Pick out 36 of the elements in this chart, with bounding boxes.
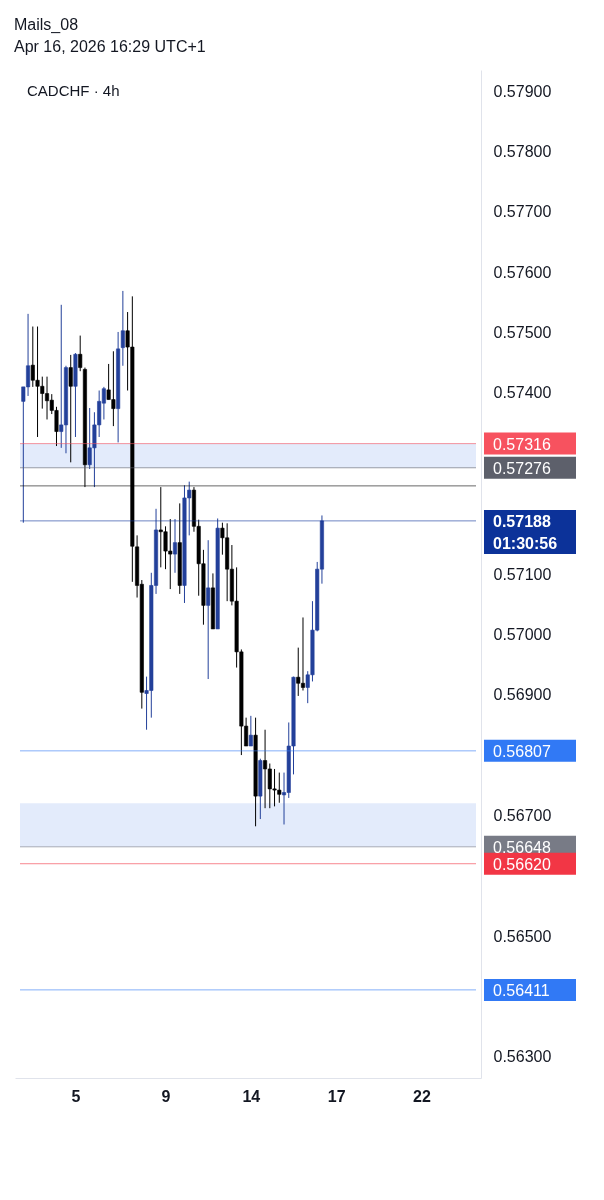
ref-line-label: 0.56411 — [493, 981, 550, 999]
candlestick — [263, 729, 268, 809]
ref-line-label: 0.57276 — [493, 459, 551, 477]
x-tick-label: 9 — [161, 1087, 171, 1105]
y-tick-label: 0.57100 — [493, 565, 552, 583]
y-tick-label: 0.57700 — [493, 203, 552, 221]
ref-line-label: 0.56620 — [493, 855, 551, 873]
candlestick — [206, 539, 211, 680]
candlestick — [248, 715, 253, 747]
ref-line-label: 0.56807 — [493, 742, 551, 760]
ref-line-label: 0.57316 — [493, 435, 551, 453]
ref-line-label: 0.57188 01:30:56 — [493, 512, 558, 552]
x-tick-label: 14 — [242, 1087, 261, 1105]
y-tick-label: 0.57400 — [493, 384, 552, 402]
y-tick-label: 0.57900 — [493, 82, 552, 100]
x-tick-label: 5 — [71, 1087, 81, 1105]
candlestick — [120, 290, 125, 367]
candlestick — [78, 335, 83, 372]
candlestick — [173, 518, 177, 574]
y-tick-label: 0.56900 — [493, 686, 552, 704]
text: Apr 16, 2026 16:29 UTC+1 — [14, 37, 206, 57]
y-tick-label: 0.57000 — [493, 625, 552, 643]
y-tick-label: 0.56300 — [493, 1048, 552, 1066]
y-tick-label: 0.57800 — [493, 142, 552, 160]
candlestick — [59, 304, 64, 449]
x-tick-label: 22 — [413, 1087, 431, 1105]
x-tick-label: 17 — [327, 1087, 346, 1105]
y-tick-label: 0.56500 — [493, 927, 552, 945]
y-tick-label: 0.57600 — [493, 263, 552, 281]
text: Mails_08 — [14, 15, 80, 35]
text: CADCHF · 4h — [27, 82, 120, 99]
y-tick-label: 0.57500 — [493, 324, 552, 342]
candlestick — [68, 354, 73, 463]
candlestick — [300, 616, 305, 691]
ref-line-label: 0.56648 — [493, 838, 551, 856]
y-tick-label: 0.56700 — [493, 806, 552, 824]
